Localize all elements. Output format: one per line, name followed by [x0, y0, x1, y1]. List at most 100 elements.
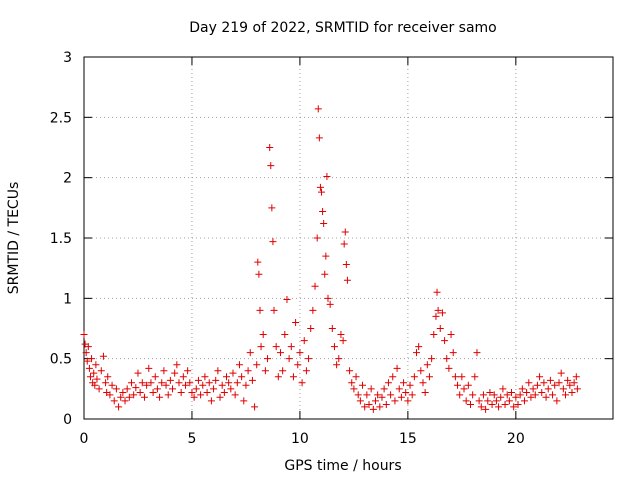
data-point	[419, 379, 427, 387]
data-point	[158, 379, 166, 387]
data-point	[570, 379, 578, 387]
data-point	[91, 381, 99, 389]
data-point	[86, 373, 94, 381]
data-point	[305, 355, 313, 363]
data-point	[235, 361, 243, 369]
data-point	[151, 373, 159, 381]
data-point	[542, 393, 550, 401]
data-point	[292, 318, 300, 326]
data-point	[356, 397, 364, 405]
data-point	[441, 337, 449, 345]
data-point	[192, 385, 200, 393]
data-point	[559, 385, 567, 393]
data-point	[330, 343, 338, 351]
data-point	[281, 331, 289, 339]
data-point	[475, 397, 483, 405]
data-point	[323, 172, 331, 180]
data-point	[406, 381, 414, 389]
data-point	[95, 385, 103, 393]
data-markers	[80, 105, 581, 413]
data-point	[382, 401, 390, 409]
data-point	[492, 397, 500, 405]
y-tick-label: 3	[63, 50, 72, 66]
data-point	[393, 364, 401, 372]
data-point	[97, 367, 105, 375]
data-point	[340, 240, 348, 248]
data-point	[269, 238, 277, 246]
data-point	[447, 331, 455, 339]
data-point	[106, 391, 114, 399]
data-point	[138, 379, 146, 387]
data-point	[175, 379, 183, 387]
data-point	[557, 369, 565, 377]
data-point	[333, 361, 341, 369]
data-point	[257, 343, 265, 351]
data-point	[371, 397, 379, 405]
y-tick-label: 1.5	[50, 231, 72, 247]
data-point	[283, 296, 291, 304]
data-point	[490, 391, 498, 399]
data-point	[313, 234, 321, 242]
data-point	[117, 393, 125, 401]
data-point	[477, 403, 485, 411]
data-point	[501, 401, 509, 409]
data-point	[438, 309, 446, 317]
data-point	[147, 379, 155, 387]
data-point	[402, 388, 410, 396]
data-point	[294, 361, 302, 369]
data-point	[433, 288, 441, 296]
data-point	[276, 349, 284, 357]
data-point	[246, 349, 254, 357]
data-point	[343, 276, 351, 284]
data-point	[160, 367, 168, 375]
data-point	[365, 401, 373, 409]
data-point	[346, 367, 354, 375]
data-point	[337, 331, 345, 339]
data-point	[210, 385, 218, 393]
data-point	[197, 391, 205, 399]
data-point	[326, 300, 334, 308]
data-point	[164, 391, 172, 399]
data-point	[374, 391, 382, 399]
data-point	[425, 373, 433, 381]
data-point	[259, 331, 267, 339]
data-point	[255, 270, 263, 278]
data-point	[471, 373, 479, 381]
data-point	[428, 355, 436, 363]
data-point	[134, 369, 142, 377]
data-point	[549, 391, 557, 399]
data-point	[199, 381, 207, 389]
data-point	[348, 379, 356, 387]
data-point	[387, 391, 395, 399]
data-point	[173, 361, 181, 369]
data-point	[253, 361, 261, 369]
data-point	[443, 355, 451, 363]
data-point	[408, 391, 416, 399]
data-point	[505, 397, 513, 405]
data-point	[119, 388, 127, 396]
data-point	[171, 369, 179, 377]
data-point	[400, 379, 408, 387]
data-point	[520, 397, 528, 405]
data-point	[544, 385, 552, 393]
data-point	[128, 379, 136, 387]
data-point	[256, 306, 264, 314]
data-point	[108, 381, 116, 389]
data-point	[83, 357, 91, 365]
data-point	[354, 391, 362, 399]
data-point	[188, 388, 196, 396]
data-point	[466, 401, 474, 409]
x-tick-label: 0	[80, 431, 89, 447]
data-point	[527, 393, 535, 401]
data-point	[363, 391, 371, 399]
data-point	[181, 381, 189, 389]
data-point	[298, 379, 306, 387]
data-point	[207, 397, 215, 405]
data-point	[322, 252, 330, 260]
y-tick-label: 2	[63, 171, 72, 187]
data-point	[404, 397, 412, 405]
data-point	[454, 381, 462, 389]
data-point	[279, 367, 287, 375]
data-point	[335, 355, 343, 363]
data-point	[484, 397, 492, 405]
